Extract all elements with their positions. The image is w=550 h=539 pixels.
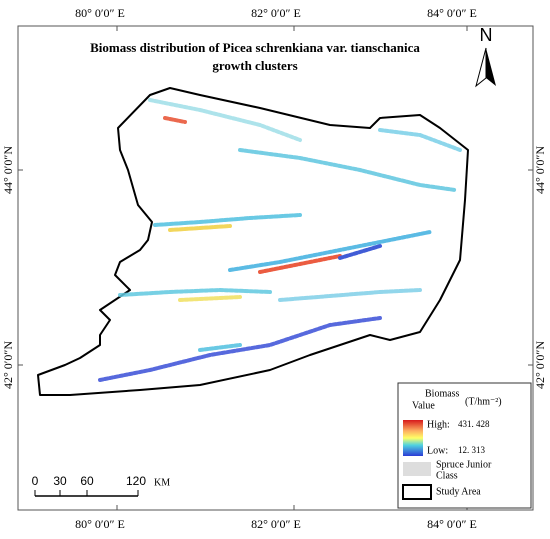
biomass-ramp <box>403 420 423 456</box>
lat-label: 44° 0′0″N <box>533 146 547 194</box>
scale-label: 30 <box>53 474 67 488</box>
scale-unit: KM <box>154 477 170 488</box>
scale-label: 0 <box>32 474 39 488</box>
legend-unit: (T/hm⁻²) <box>465 396 502 407</box>
map-frame <box>17 25 534 511</box>
legend-title: Value <box>412 400 435 411</box>
lat-label: 42° 0′0″N <box>1 341 15 389</box>
scale-label: 120 <box>126 474 146 488</box>
lon-label: 80° 0′0″ E <box>75 6 125 20</box>
legend-junior: Class <box>436 470 458 481</box>
study-area-swatch <box>402 484 432 500</box>
scale-bar: 0 30 60 120 KM <box>32 474 170 497</box>
legend-high-value: 431. 428 <box>458 419 490 429</box>
legend-title: Biomass <box>425 388 460 399</box>
lon-labels: 80° 0′0″ E 82° 0′0″ E 84° 0′0″ E 80° 0′0… <box>1 6 547 531</box>
lon-label: 84° 0′0″ E <box>427 517 477 531</box>
legend-study-area: Study Area <box>436 486 481 497</box>
north-arrow: N <box>475 25 496 88</box>
junior-swatch <box>403 462 431 476</box>
lon-label: 82° 0′0″ E <box>251 6 301 20</box>
legend-low: Low: <box>427 445 448 456</box>
title-line: Biomass distribution of Picea schrenkian… <box>90 40 420 55</box>
arrow-right <box>486 48 496 86</box>
lon-label: 80° 0′0″ E <box>75 517 125 531</box>
arrow-left <box>475 47 487 88</box>
biomass-patches <box>98 98 462 382</box>
map-title: Biomass distribution of Picea schrenkian… <box>90 40 420 73</box>
lon-label: 84° 0′0″ E <box>427 6 477 20</box>
lat-label: 42° 0′0″N <box>533 341 547 389</box>
study-area <box>37 87 469 396</box>
north-label: N <box>480 25 493 45</box>
lat-label: 44° 0′0″N <box>1 146 15 194</box>
legend-junior: Spruce Junior <box>436 459 492 470</box>
title-line: growth clusters <box>212 58 297 73</box>
legend: Biomass Value (T/hm⁻²) High: 431. 428 Lo… <box>397 382 532 509</box>
lon-label: 82° 0′0″ E <box>251 517 301 531</box>
legend-high: High: <box>427 419 450 430</box>
scale-label: 60 <box>80 474 94 488</box>
legend-low-value: 12. 313 <box>458 445 486 455</box>
